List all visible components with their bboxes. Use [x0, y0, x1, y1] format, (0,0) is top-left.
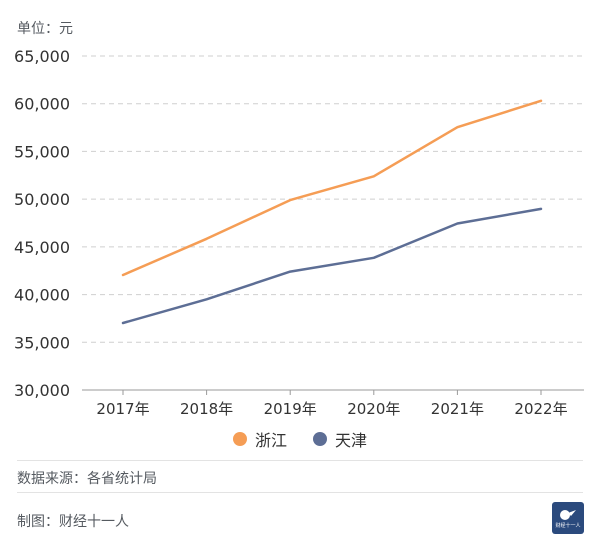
divider — [17, 492, 583, 493]
data-source: 数据来源：各省统计局 — [17, 471, 157, 487]
x-tick-label: 2021年 — [431, 400, 484, 418]
y-tick-label: 40,000 — [14, 286, 70, 305]
legend-marker-tianjin — [313, 432, 327, 446]
x-tick-label: 2022年 — [514, 400, 567, 418]
x-tick-label: 2019年 — [264, 400, 317, 418]
line-chart: 30,000 35,000 40,000 45,000 50,000 55,000 60,0… — [14, 47, 584, 418]
series-line-zhejiang — [121, 99, 543, 277]
brand-logo-mark — [560, 510, 576, 520]
x-tick-label: 2018年 — [180, 400, 233, 418]
brand-logo: 财经十一人 — [552, 502, 584, 534]
y-tick-label: 55,000 — [14, 142, 70, 161]
y-tick-label: 30,000 — [14, 381, 70, 400]
unit-label: 单位：元 — [17, 21, 73, 37]
x-tick-label: 2020年 — [347, 400, 400, 418]
legend-item-zhejiang[interactable]: 浙江 — [232, 427, 287, 451]
legend-label-zhejiang: 浙江 — [254, 431, 287, 450]
chart-legend: 浙江 天津 — [0, 428, 600, 450]
chart-credit: 制图：财经十一人 — [17, 514, 129, 530]
legend-label-tianjin: 天津 — [335, 431, 368, 450]
y-tick-label: 50,000 — [14, 190, 70, 209]
y-tick-label: 60,000 — [14, 95, 70, 114]
brand-logo-text: 财经十一人 — [555, 523, 581, 529]
divider — [17, 460, 583, 461]
series-line-tianjin — [121, 207, 543, 325]
legend-item-tianjin[interactable]: 天津 — [313, 427, 367, 451]
y-tick-label: 45,000 — [14, 238, 70, 257]
y-tick-label: 65,000 — [14, 47, 70, 66]
legend-marker-zhejiang — [232, 432, 247, 446]
x-tick-label: 2017年 — [96, 400, 149, 418]
y-tick-label: 35,000 — [14, 333, 70, 352]
